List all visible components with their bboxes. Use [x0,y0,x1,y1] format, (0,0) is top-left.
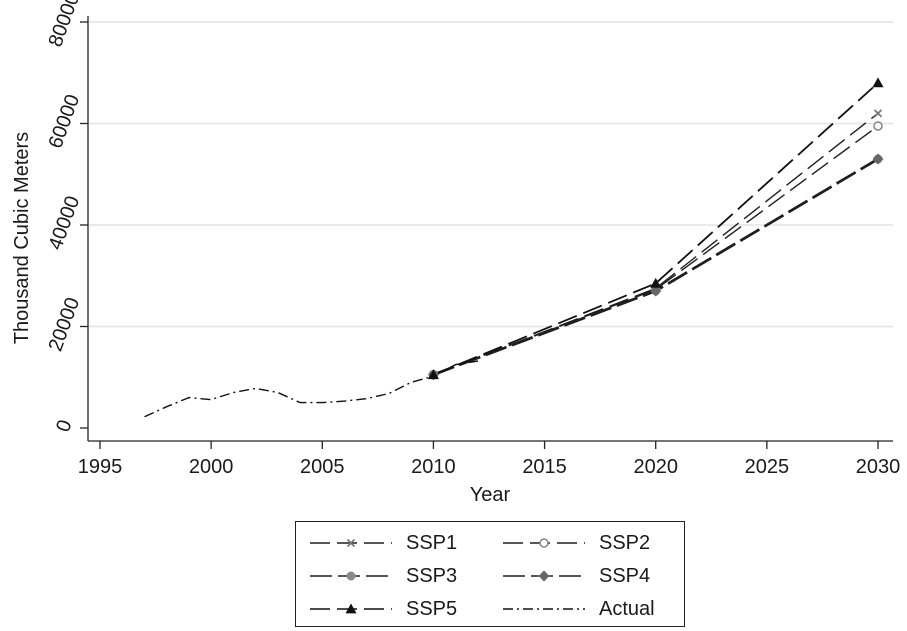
y-tick-label: 20000 [45,295,85,355]
series-line-ssp5 [433,82,879,376]
series-line-ssp2 [433,125,879,376]
legend-item-ssp1: SSP1 [308,529,457,557]
y-axis-ticks: 0 20000 40000 60000 80000 [45,0,88,435]
x-tick-label: 2025 [745,456,790,478]
legend-label: SSP1 [406,531,458,554]
legend-swatch [503,608,585,610]
legend-item-ssp5: SSP5 [308,595,457,623]
legend-marker [346,571,356,581]
series-line-actual [144,360,479,418]
data-point-ssp5 [872,77,884,88]
legend-label: SSP4 [599,564,651,587]
x-tick-label: 2020 [633,456,678,478]
series-markers [427,77,884,381]
data-point-ssp5 [650,277,662,288]
x-tick-label: 2010 [411,456,456,478]
legend-item-ssp2: SSP2 [501,529,650,557]
legend-label: SSP3 [406,564,458,587]
legend-marker [346,538,356,548]
data-point-ssp2 [873,121,883,131]
series-line-ssp1 [433,112,879,376]
legend-swatch [503,538,585,548]
data-point-ssp5 [427,369,439,380]
series-line-ssp4 [432,157,879,376]
x-axis-label: Year [470,484,511,506]
y-axis-label: Thousand Cubic Meters [11,132,33,344]
x-tick-label: 2000 [189,456,234,478]
series-line-ssp3 [432,157,879,376]
legend: SSP1 SSP2 SSP3 SSP4 SSP5 Actual [295,521,685,627]
y-tick-label: 0 [52,417,76,435]
legend-swatch [503,570,585,582]
x-tick-label: 1995 [78,456,123,478]
legend-swatch [310,571,392,581]
chart-plot: 0 20000 40000 60000 80000 1995 2000 2005 2010 20… [11,0,901,506]
data-point-ssp4 [872,153,884,165]
y-tick-label: 80000 [45,0,85,50]
x-tick-label: 2015 [522,456,567,478]
legend-label: SSP5 [406,597,458,620]
legend-label: SSP2 [599,531,651,554]
legend-swatch [310,538,392,548]
legend-item-ssp3: SSP3 [308,562,457,590]
y-tick-label: 40000 [45,193,85,253]
legend-item-actual: Actual [501,595,655,623]
x-tick-label: 2005 [300,456,345,478]
legend-marker [538,570,550,582]
legend-label: Actual [599,597,655,620]
legend-marker [345,603,357,614]
legend-marker [539,538,549,548]
y-tick-label: 60000 [45,92,85,152]
data-point-ssp1 [873,109,883,118]
data-point-ssp4 [650,285,662,297]
gridlines [89,21,893,328]
legend-swatch [310,603,392,614]
x-axis-ticks: 1995 2000 2005 2010 2015 2020 2025 2030 [78,441,901,478]
x-tick-label: 2030 [856,456,901,478]
series-lines [144,82,879,418]
legend-item-ssp4: SSP4 [501,562,650,590]
